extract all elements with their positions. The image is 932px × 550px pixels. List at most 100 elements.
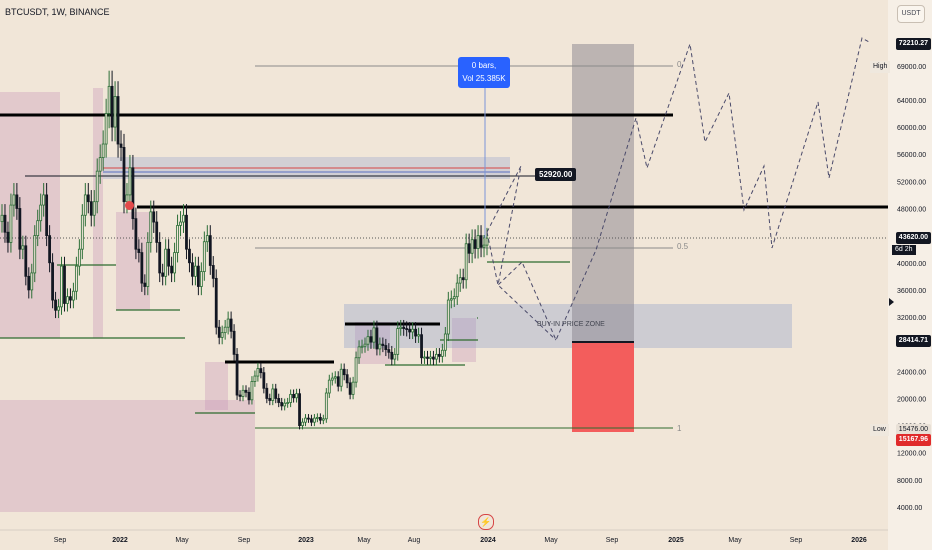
candle-body [446, 299, 450, 335]
candle-body [33, 235, 37, 274]
candle-body [101, 143, 105, 158]
price-label-52920: 52920.00 [535, 168, 577, 181]
candle-body [381, 343, 385, 346]
fib-0-label: 0 [677, 60, 682, 69]
y-tick-label: 24000.00 [897, 369, 926, 376]
candle-body [268, 398, 272, 401]
candle-body [470, 239, 474, 254]
candle-body [271, 388, 275, 401]
high-price-tag: 72210.27 [895, 38, 931, 50]
candle-body [42, 194, 46, 206]
candle-body [223, 326, 227, 334]
candle-body [345, 374, 349, 384]
candle-body [128, 167, 132, 196]
candle-body [152, 211, 156, 223]
candle-body [202, 241, 206, 272]
candle-body [161, 272, 165, 277]
candle-body [77, 248, 81, 267]
candle-body [51, 262, 54, 301]
candle-body [423, 356, 426, 359]
candle-body [83, 194, 87, 216]
candle-body [155, 221, 159, 243]
candle-body [304, 417, 307, 423]
candle-body [330, 377, 334, 381]
x-tick-label: 2026 [851, 537, 867, 544]
candle-body [298, 393, 301, 426]
y-tick-label: 36000.00 [897, 288, 926, 295]
candle-body [24, 245, 28, 277]
candle-body [310, 418, 313, 423]
candle-body [411, 328, 415, 333]
candle-body [301, 421, 304, 426]
currency-button[interactable]: USDT [897, 5, 925, 23]
zone-price-tag: 28414.71 [895, 335, 931, 347]
projection-path [486, 37, 870, 342]
candle-body [479, 235, 483, 248]
x-tick-label: Sep [790, 537, 803, 544]
candle-body [27, 275, 31, 291]
candle-body [80, 214, 84, 250]
scroll-arrow-icon[interactable] [889, 298, 894, 306]
candle-body [408, 328, 412, 333]
x-tick-label: 2024 [480, 537, 496, 544]
target-box [572, 44, 634, 342]
candle-body [21, 245, 25, 250]
x-tick-label: 2025 [668, 537, 684, 544]
candle-body [95, 170, 99, 203]
candle-body [110, 85, 114, 128]
alert-bell-icon[interactable] [125, 201, 134, 210]
zone-box [0, 400, 255, 512]
candle-body [92, 201, 96, 216]
candle-body [164, 248, 168, 277]
candle-body [247, 391, 251, 401]
candle-body [122, 147, 126, 203]
candle-body [74, 265, 78, 292]
candle-body [360, 345, 364, 348]
y-tick-label: 40000.00 [897, 261, 926, 268]
candle-body [262, 372, 266, 389]
candle-body [321, 418, 325, 421]
candle-body [199, 271, 203, 287]
candle-body [134, 218, 138, 250]
candle-body [429, 356, 432, 359]
candle-body [226, 318, 230, 328]
x-tick-label: May [175, 537, 189, 544]
candle-body [464, 243, 468, 281]
candle-body [220, 332, 224, 338]
candle-body [333, 376, 337, 379]
measure-tooltip: 0 bars, Vol 25.385K [458, 57, 510, 88]
candle-body [387, 349, 391, 353]
y-tick-label: 20000.00 [897, 396, 926, 403]
y-tick-label: 12000.00 [897, 451, 926, 458]
candle-body [179, 221, 182, 226]
zone-box [0, 92, 60, 338]
candle-body [36, 220, 40, 237]
candle-body [449, 298, 453, 301]
candle-body [98, 157, 102, 172]
candle-body [9, 204, 13, 243]
candle-body [86, 194, 90, 203]
candle-body [158, 241, 162, 274]
candle-body [482, 244, 486, 248]
candle-body [229, 318, 233, 332]
y-tick-label: 64000.00 [897, 98, 926, 105]
candle-body [107, 85, 111, 114]
candle-body [363, 343, 367, 347]
candle-body [405, 328, 409, 330]
candle-body [253, 375, 257, 382]
x-tick-label: 2022 [112, 537, 128, 544]
candle-body [476, 235, 480, 249]
candle-body [342, 368, 346, 376]
candle-body [354, 357, 358, 383]
candle-body [176, 225, 179, 253]
candle-body [277, 398, 281, 403]
x-tick-label: Sep [54, 537, 67, 544]
candle-body [378, 343, 382, 350]
candle-body [393, 353, 397, 360]
candle-body [265, 387, 269, 399]
candle-body [196, 265, 200, 287]
candle-body [146, 241, 150, 287]
x-tick-label: May [728, 537, 742, 544]
zone-box [205, 362, 228, 410]
